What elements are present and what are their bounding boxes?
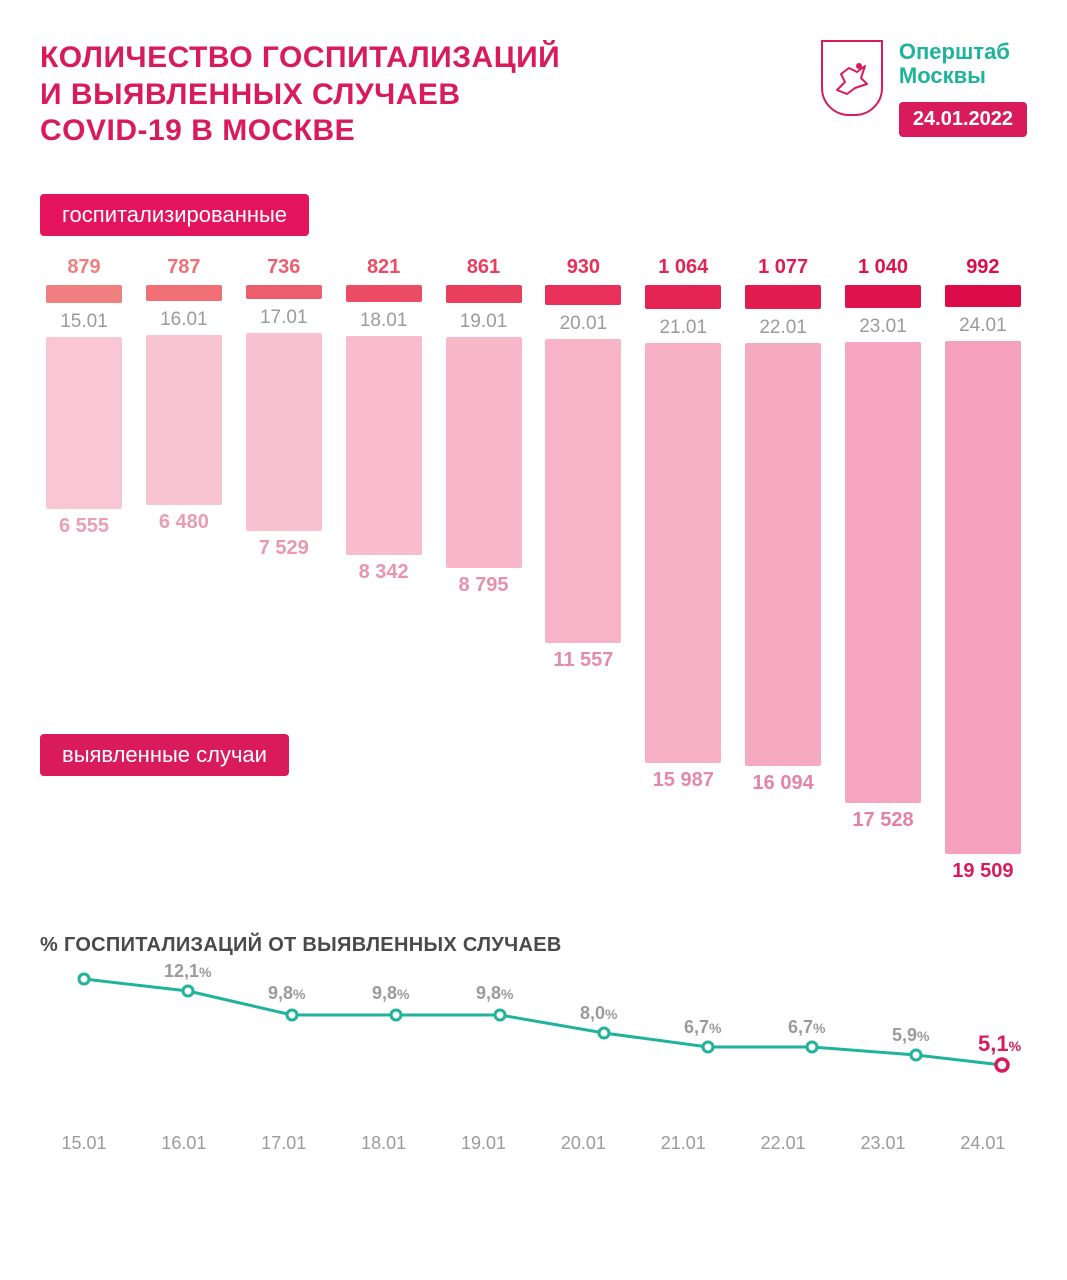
chart-column: 1 040 23.01 17 528 — [839, 256, 927, 906]
hospitalized-value: 787 — [167, 256, 200, 279]
percent-label: 12,1% — [164, 961, 212, 982]
chart-column: 1 077 22.01 16 094 — [739, 256, 827, 906]
detected-value: 16 094 — [753, 772, 814, 795]
axis-date-label: 15.01 — [40, 1133, 128, 1154]
brand-line-2: Москвы — [899, 64, 1027, 88]
line-chart: 12,1%9,8%9,8%9,8%8,0%6,7%6,7%5,9%5,1% — [40, 967, 1027, 1127]
chart-date-label: 19.01 — [460, 311, 508, 333]
chart-column: 736 17.01 7 529 — [240, 256, 328, 906]
chart-column: 821 18.01 8 342 — [340, 256, 428, 906]
brand-text: Оперштаб Москвы — [899, 40, 1027, 88]
date-badge: 24.01.2022 — [899, 102, 1027, 137]
percent-title: % ГОСПИТАЛИЗАЦИЙ ОТ ВЫЯВЛЕННЫХ СЛУЧАЕВ — [40, 934, 1027, 957]
legend-hospitalized: госпитализированные — [40, 194, 309, 236]
chart-column: 1 064 21.01 15 987 — [639, 256, 727, 906]
hospitalized-value: 1 040 — [858, 256, 908, 279]
hospitalized-bar — [446, 285, 522, 303]
axis-date-label: 16.01 — [140, 1133, 228, 1154]
hospitalized-bar — [246, 285, 322, 299]
detected-value: 6 480 — [159, 511, 209, 534]
percent-label: 9,8% — [372, 983, 409, 1004]
hospitalized-value: 821 — [367, 256, 400, 279]
percent-label: 5,9% — [892, 1025, 929, 1046]
axis-date-label: 23.01 — [839, 1133, 927, 1154]
detected-bar — [845, 342, 921, 803]
axis-date-label: 24.01 — [939, 1133, 1027, 1154]
legend-detected: выявленные случаи — [40, 734, 289, 776]
detected-bar — [645, 343, 721, 763]
title-line-1: КОЛИЧЕСТВО ГОСПИТАЛИЗАЦИЙ — [40, 40, 560, 77]
axis-date-label: 21.01 — [639, 1133, 727, 1154]
detected-value: 11 557 — [553, 649, 613, 672]
header: КОЛИЧЕСТВО ГОСПИТАЛИЗАЦИЙ И ВЫЯВЛЕННЫХ С… — [40, 40, 1027, 150]
moscow-emblem-icon — [821, 40, 883, 116]
detected-value: 19 509 — [952, 860, 1013, 883]
brand-line-1: Оперштаб — [899, 40, 1027, 64]
brand-block: Оперштаб Москвы 24.01.2022 — [899, 40, 1027, 137]
detected-bar — [246, 333, 322, 531]
detected-bar — [945, 341, 1021, 854]
percent-label: 9,8% — [476, 983, 513, 1004]
hospitalized-value: 861 — [467, 256, 500, 279]
chart-date-label: 21.01 — [659, 317, 707, 339]
percent-label: 8,0% — [580, 1003, 617, 1024]
detected-bar — [46, 337, 122, 509]
chart-date-label: 20.01 — [560, 313, 608, 335]
chart-column: 787 16.01 6 480 — [140, 256, 228, 906]
detected-value: 8 342 — [359, 561, 409, 584]
detected-bar — [146, 335, 222, 505]
axis-date-label: 19.01 — [440, 1133, 528, 1154]
axis-date-label: 17.01 — [240, 1133, 328, 1154]
percent-section: % ГОСПИТАЛИЗАЦИЙ ОТ ВЫЯВЛЕННЫХ СЛУЧАЕВ 1… — [40, 934, 1027, 1154]
hospitalized-bar — [346, 285, 422, 302]
axis-date-label: 22.01 — [739, 1133, 827, 1154]
hospitalized-bar — [745, 285, 821, 309]
chart-column: 879 15.01 6 555 — [40, 256, 128, 906]
detected-value: 8 795 — [458, 574, 508, 597]
chart-date-label: 15.01 — [60, 311, 108, 333]
detected-value: 15 987 — [653, 769, 714, 792]
axis-dates: 15.01 16.01 17.01 18.01 19.01 20.01 21.01 22.01… — [40, 1133, 1027, 1154]
hospitalized-value: 1 077 — [758, 256, 808, 279]
hospitalized-value: 1 064 — [658, 256, 708, 279]
hospitalized-bar — [945, 285, 1021, 307]
title-line-2: И ВЫЯВЛЕННЫХ СЛУЧАЕВ — [40, 77, 560, 114]
hospitalized-bar — [146, 285, 222, 301]
hospitalized-value: 879 — [67, 256, 100, 279]
chart-date-label: 18.01 — [360, 310, 408, 332]
chart-date-label: 17.01 — [260, 307, 308, 329]
bar-chart: 879 15.01 6 555 787 16.01 6 480 736 17.01 7 529 8… — [40, 256, 1027, 906]
axis-date-label: 18.01 — [340, 1133, 428, 1154]
detected-bar — [745, 343, 821, 766]
detected-bar — [545, 339, 621, 643]
chart-date-label: 23.01 — [859, 316, 907, 338]
title-line-3: COVID-19 В МОСКВЕ — [40, 113, 560, 150]
percent-label: 6,7% — [684, 1017, 721, 1038]
hospitalized-value: 992 — [966, 256, 999, 279]
percent-label: 6,7% — [788, 1017, 825, 1038]
chart-date-label: 16.01 — [160, 309, 208, 331]
hospitalized-bar — [46, 285, 122, 303]
detected-bar — [446, 337, 522, 568]
chart-date-label: 22.01 — [759, 317, 807, 339]
detected-bar — [346, 336, 422, 555]
detected-value: 7 529 — [259, 537, 309, 560]
detected-value: 6 555 — [59, 515, 109, 538]
chart-column: 992 24.01 19 509 — [939, 256, 1027, 906]
page-title: КОЛИЧЕСТВО ГОСПИТАЛИЗАЦИЙ И ВЫЯВЛЕННЫХ С… — [40, 40, 560, 150]
hospitalized-value: 736 — [267, 256, 300, 279]
hospitalized-bar — [845, 285, 921, 308]
hospitalized-bar — [545, 285, 621, 305]
chart-column: 861 19.01 8 795 — [440, 256, 528, 906]
percent-label: 5,1% — [978, 1031, 1021, 1057]
header-right: Оперштаб Москвы 24.01.2022 — [821, 40, 1027, 137]
chart-column: 930 20.01 11 557 — [539, 256, 627, 906]
axis-date-label: 20.01 — [539, 1133, 627, 1154]
hospitalized-bar — [645, 285, 721, 309]
hospitalized-value: 930 — [567, 256, 600, 279]
detected-value: 17 528 — [852, 809, 913, 832]
percent-label: 9,8% — [268, 983, 305, 1004]
chart-date-label: 24.01 — [959, 315, 1007, 337]
